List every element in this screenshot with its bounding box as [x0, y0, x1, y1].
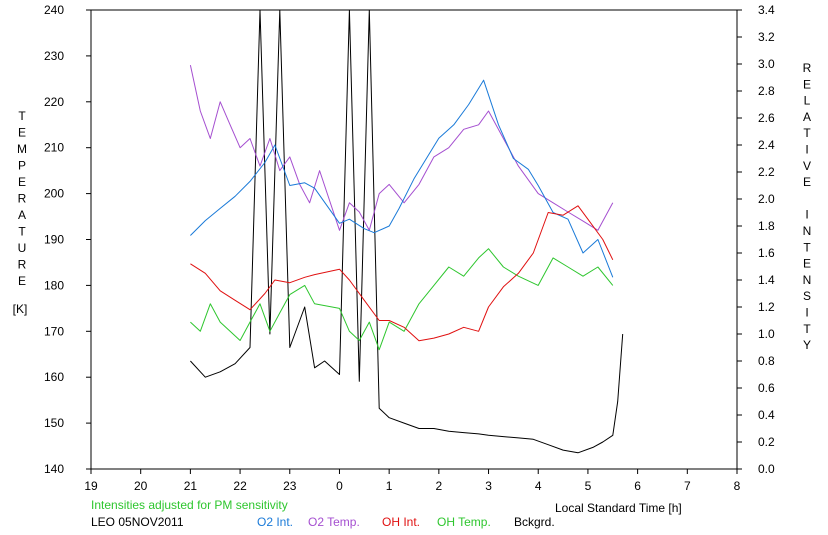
sensitivity-note: Intensities adjusted for PM sensitivity — [91, 498, 288, 512]
right-axis-title-letter: A — [803, 110, 811, 124]
right-tick-label: 1.4 — [758, 273, 775, 287]
legend-entry: OH Temp. — [437, 515, 491, 529]
right-axis-title-letter: I — [805, 208, 808, 222]
series-line-oh-int — [190, 205, 614, 342]
x-tick-label: 1 — [386, 479, 393, 493]
right-tick-label: 2.6 — [758, 111, 775, 125]
left-tick-label: 220 — [44, 95, 64, 109]
right-axis-title-letter: E — [803, 257, 811, 271]
right-tick-label: 2.8 — [758, 84, 775, 98]
right-axis-title-letter: R — [803, 61, 812, 75]
right-axis-title-letter: T — [803, 126, 811, 140]
right-tick-label: 1.8 — [758, 219, 775, 233]
left-axis-title-letter: P — [18, 159, 26, 173]
right-tick-label: 3.4 — [758, 3, 775, 17]
right-tick-label: 1.6 — [758, 246, 775, 260]
left-tick-label: 230 — [44, 49, 64, 63]
right-axis-title-letter: T — [803, 322, 811, 336]
right-axis-title-letter: T — [803, 240, 811, 254]
left-axis-unit: [K] — [13, 302, 28, 316]
x-tick-label: 4 — [535, 479, 542, 493]
right-axis-ticks: 0.0 0.2 0.4 0.6 0.8 1.0 1.2 1.4 1.6 1.8 2.0 2.2 2.4 2… — [737, 3, 775, 476]
left-tick-label: 240 — [44, 3, 64, 17]
right-tick-label: 0.0 — [758, 462, 775, 476]
x-tick-label: 20 — [134, 479, 148, 493]
right-axis-title-letter: N — [803, 224, 812, 238]
right-tick-label: 1.0 — [758, 327, 775, 341]
left-axis-title-letter: A — [18, 208, 26, 222]
x-tick-label: 2 — [436, 479, 443, 493]
left-axis-title-letter: R — [18, 258, 27, 272]
left-axis-title-letter: M — [17, 142, 27, 156]
right-tick-label: 0.2 — [758, 435, 775, 449]
right-axis-title-letter: N — [803, 273, 812, 287]
left-tick-label: 150 — [44, 416, 64, 430]
right-tick-label: 0.4 — [758, 408, 775, 422]
left-axis-title-letter: R — [18, 192, 27, 206]
x-tick-label: 5 — [585, 479, 592, 493]
left-axis-title-letter: T — [18, 109, 26, 123]
x-tick-label: 22 — [233, 479, 247, 493]
x-tick-label: 0 — [336, 479, 343, 493]
left-tick-label: 200 — [44, 187, 64, 201]
x-tick-label: 21 — [184, 479, 198, 493]
right-tick-label: 2.2 — [758, 165, 775, 179]
right-axis-title-letter: E — [803, 77, 811, 91]
left-tick-label: 140 — [44, 462, 64, 476]
x-axis-title: Local Standard Time [h] — [555, 501, 682, 515]
x-tick-label: 6 — [634, 479, 641, 493]
legend-entry: OH Int. — [382, 515, 420, 529]
right-tick-label: 0.8 — [758, 354, 775, 368]
x-axis-ticks: 19 20 21 22 23 0 1 2 3 4 5 6 7 8 — [84, 469, 741, 493]
left-axis-title-letter: E — [18, 274, 26, 288]
station-label: LEO 05NOV2011 — [91, 515, 184, 529]
left-tick-label: 180 — [44, 278, 64, 292]
left-tick-label: 210 — [44, 141, 64, 155]
legend-entry: O2 Int. — [257, 515, 293, 529]
legend-entry: O2 Temp. — [308, 515, 360, 529]
x-tick-label: 7 — [684, 479, 691, 493]
right-tick-label: 2.4 — [758, 138, 775, 152]
right-axis-title-letter: I — [805, 143, 808, 157]
left-tick-label: 160 — [44, 370, 64, 384]
right-axis-title-letter: Y — [803, 338, 811, 352]
legend-entry: Bckgrd. — [514, 515, 555, 529]
right-axis-title-letter: I — [805, 306, 808, 320]
x-tick-label: 3 — [485, 479, 492, 493]
left-tick-label: 170 — [44, 324, 64, 338]
x-tick-label: 19 — [84, 479, 98, 493]
right-tick-label: 0.6 — [758, 381, 775, 395]
left-axis-title-letter: E — [18, 175, 26, 189]
right-axis-title-letter: S — [803, 289, 811, 303]
x-tick-label: 8 — [734, 479, 741, 493]
left-tick-label: 190 — [44, 233, 64, 247]
right-axis-title-letter: E — [803, 175, 811, 189]
left-axis-title-letter: E — [18, 126, 26, 140]
right-axis-title-letter: V — [803, 159, 811, 173]
right-tick-label: 2.0 — [758, 192, 775, 206]
right-tick-label: 3.2 — [758, 30, 775, 44]
series-layer — [189, 9, 624, 454]
left-axis-title-letter: U — [18, 241, 27, 255]
legend: O2 Int. O2 Temp. OH Int. OH Temp. Bckgrd. — [257, 515, 555, 529]
series-line-oh-temp — [190, 248, 614, 351]
right-tick-label: 3.0 — [758, 57, 775, 71]
left-axis-ticks: 140 150 160 170 180 190 200 210 220 230 240 — [44, 3, 91, 476]
right-axis-title-letter: L — [804, 94, 811, 108]
axes-group — [90, 9, 738, 470]
right-tick-label: 1.2 — [758, 300, 775, 314]
series-line-bckgrd — [190, 9, 624, 454]
x-tick-label: 23 — [283, 479, 297, 493]
series-line-o2-int — [190, 79, 614, 278]
left-axis-title-letter: T — [18, 225, 26, 239]
